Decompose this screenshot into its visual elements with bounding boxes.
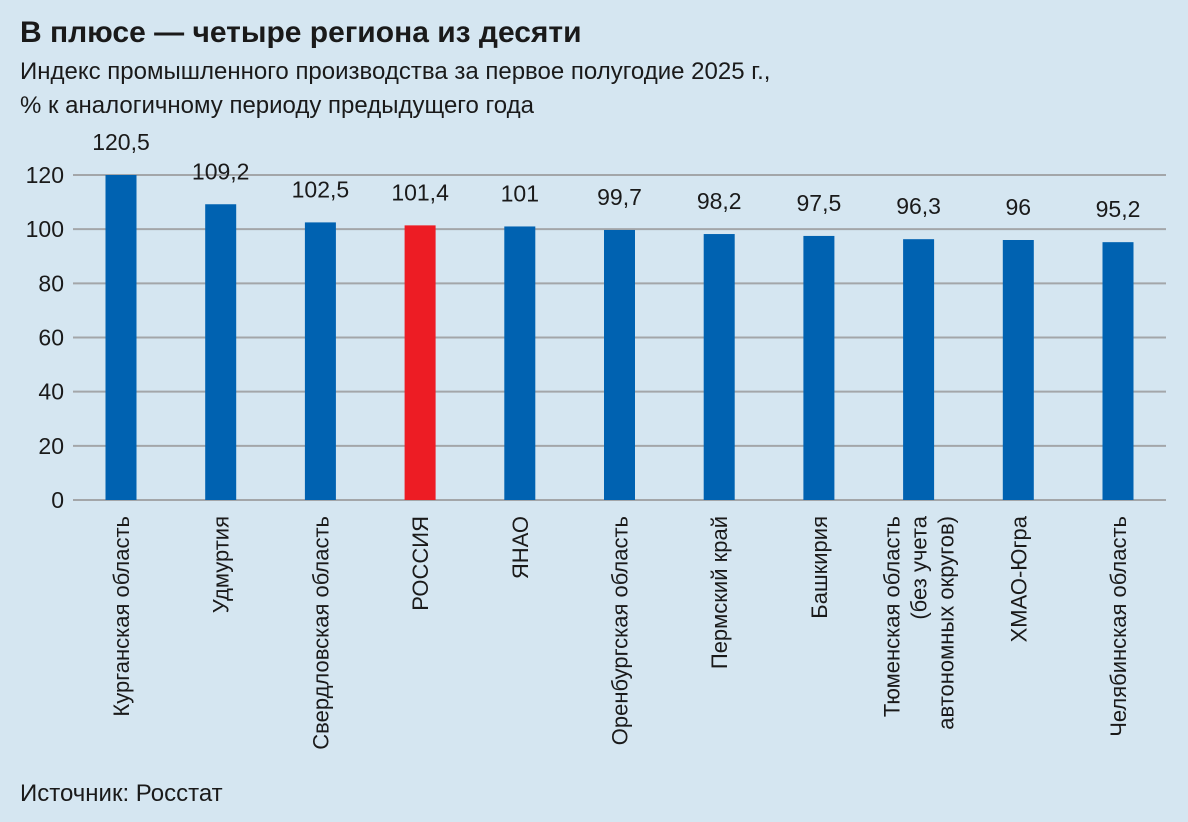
y-tick-label: 0 xyxy=(51,487,64,513)
bar xyxy=(105,175,137,500)
data-label: 96 xyxy=(1006,194,1032,220)
bar xyxy=(1102,242,1134,500)
x-tick-label: (без учета xyxy=(907,515,932,619)
x-tick-label: Оренбургская область xyxy=(608,516,633,745)
x-tick-label: Удмуртия xyxy=(209,516,234,613)
data-label: 101,4 xyxy=(391,179,449,205)
y-tick-label: 100 xyxy=(26,216,64,242)
x-tick-label: Челябинская область xyxy=(1106,516,1131,737)
bar xyxy=(903,239,935,500)
x-tick-label: Тюменская область xyxy=(880,516,905,717)
bar xyxy=(504,226,536,501)
y-tick-label: 80 xyxy=(38,270,64,296)
data-label: 99,7 xyxy=(597,184,642,210)
bar xyxy=(404,225,436,500)
x-tick-label: Пермский край xyxy=(707,516,732,669)
bar xyxy=(604,229,635,500)
bar xyxy=(1002,240,1034,500)
bar xyxy=(205,204,237,500)
x-tick-label: РОССИЯ xyxy=(408,516,433,611)
bar xyxy=(703,234,735,500)
data-label: 96,3 xyxy=(896,193,941,219)
x-tick-label: Курганская область xyxy=(109,516,134,717)
x-tick-label: автономных округов) xyxy=(934,516,959,730)
data-label: 95,2 xyxy=(1096,196,1141,222)
data-label: 97,5 xyxy=(797,190,842,216)
data-label: 102,5 xyxy=(292,176,350,202)
y-tick-label: 20 xyxy=(38,433,64,459)
y-tick-label: 40 xyxy=(38,379,64,405)
source-note: Источник: Росстат xyxy=(20,780,223,807)
data-label: 109,2 xyxy=(192,158,250,184)
y-tick-label: 120 xyxy=(26,162,64,188)
x-tick-label: ХМАО-Югра xyxy=(1006,515,1031,642)
data-label: 98,2 xyxy=(697,188,742,214)
data-label: 101 xyxy=(501,180,539,206)
x-tick-label: Свердловская область xyxy=(308,516,333,750)
data-label: 120,5 xyxy=(92,129,150,155)
bar xyxy=(803,235,835,500)
x-tick-label: Башкирия xyxy=(807,516,832,619)
y-tick-label: 60 xyxy=(38,325,64,351)
chart-subtitle-line-2: % к аналогичному периоду предыдущего год… xyxy=(20,92,534,119)
x-tick-label: ЯНАО xyxy=(508,516,533,579)
chart-title: В плюсе — четыре региона из десяти xyxy=(20,16,582,49)
bar xyxy=(304,222,336,501)
chart-subtitle-line-1: Индекс промышленного производства за пер… xyxy=(20,58,771,85)
